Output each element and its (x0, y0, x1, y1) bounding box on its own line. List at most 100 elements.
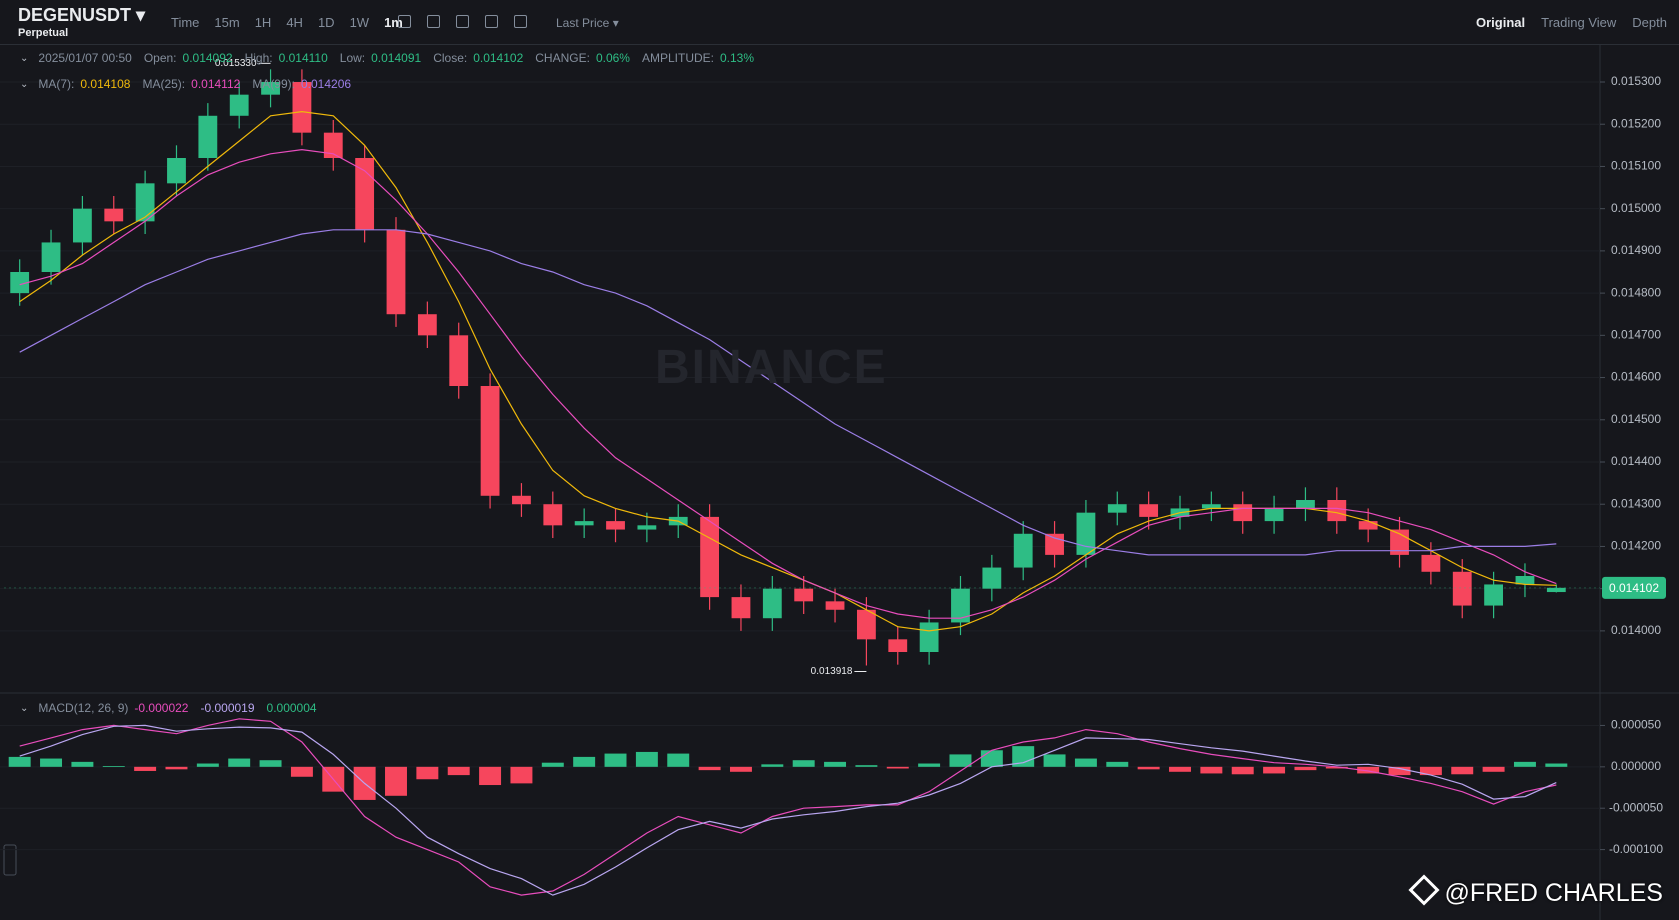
candle-body (1515, 576, 1535, 585)
indicator-line (19, 718, 1557, 896)
tool-icon[interactable] (427, 15, 440, 28)
histogram-bar (1200, 766, 1223, 774)
histogram-bar (824, 761, 847, 767)
candle-body (480, 386, 500, 496)
candle-body (1045, 533, 1064, 555)
histogram-bar (761, 764, 784, 767)
histogram-bar (416, 766, 439, 780)
candle-body (574, 521, 594, 526)
y-tick-label: 0.014600 (1611, 370, 1661, 384)
legend-value: -0.000022 (134, 701, 189, 715)
histogram-bar (949, 754, 972, 767)
candle-body (856, 609, 876, 640)
credit: @FRED CHARLES (1407, 874, 1663, 908)
macd-title: MACD(12, 26, 9) (38, 701, 129, 715)
candle-body (417, 314, 437, 336)
candle-body (355, 158, 375, 230)
view-tab[interactable]: Depth (1632, 15, 1667, 30)
histogram-bar (1137, 766, 1160, 770)
chevron[interactable]: ⌄ (20, 78, 29, 90)
legend-name: MA(99): (252, 77, 295, 91)
macd-legend: ⌄ MACD(12, 26, 9) -0.000022 -0.000019 0.00… (20, 701, 323, 715)
view-tab[interactable]: Trading View (1541, 15, 1617, 30)
price-type-text: Last Price (556, 16, 610, 30)
histogram-bar (698, 766, 721, 771)
tool-icon[interactable] (514, 15, 527, 28)
histogram-bar (980, 750, 1003, 767)
candle-body (951, 588, 970, 623)
info-label: Open: (143, 51, 177, 65)
symbol-text: DEGENUSDT (18, 5, 132, 25)
info-value: 0.06% (595, 51, 630, 65)
candle-body (1452, 571, 1472, 606)
y-tick-label: 0.000000 (1611, 759, 1661, 773)
candle-body (1296, 500, 1315, 509)
candle-body (606, 521, 625, 530)
legend-name: MA(7): (38, 77, 75, 91)
tool-icon[interactable] (485, 15, 498, 28)
interval-tab[interactable]: 15m (214, 15, 240, 30)
candle-body (10, 272, 30, 294)
histogram-bar (1513, 761, 1536, 767)
last-price-tag (1602, 576, 1666, 599)
legend-value: -0.000019 (200, 701, 255, 715)
candle-body (72, 208, 92, 243)
y-tick-label: 0.014200 (1611, 539, 1661, 553)
ma-legend: ⌄ MA(7): 0.014108 MA(25): 0.014112 MA(99): 0.… (20, 77, 357, 91)
annotation: 0.013918 (811, 666, 853, 677)
candle-body (794, 588, 814, 602)
chevron[interactable]: ⌄ (20, 52, 29, 64)
histogram-bar (8, 756, 31, 767)
tool-icon[interactable] (456, 15, 469, 28)
info-value: 0.014110 (278, 51, 328, 65)
symbol[interactable]: DEGENUSDT ▾ (18, 5, 146, 25)
top-bar (0, 0, 1679, 45)
candle-body (825, 601, 845, 610)
info-label: CHANGE: (535, 51, 590, 65)
histogram-bar (447, 766, 470, 776)
y-tick-label: 0.015300 (1611, 74, 1661, 88)
histogram-bar (667, 753, 690, 767)
histogram-bar (1388, 766, 1411, 776)
histogram-bar (541, 762, 564, 767)
info-label: AMPLITUDE: (641, 51, 714, 65)
candle-body (512, 495, 531, 505)
histogram-bar (71, 761, 94, 767)
histogram-bar (1294, 766, 1317, 771)
info-value: 0.13% (720, 51, 755, 65)
interval-tab[interactable]: Time (171, 15, 200, 30)
candle-body (198, 115, 218, 158)
candle-body (386, 229, 406, 315)
candle-body (731, 597, 751, 619)
interval-tab[interactable]: 1W (349, 15, 370, 30)
interval-tab[interactable]: 1D (317, 15, 335, 30)
histogram-bar (1043, 754, 1066, 767)
annotation: 0.015330 (215, 58, 257, 69)
candle-body (229, 94, 249, 116)
candle-body (104, 208, 124, 222)
indicator-line (19, 229, 1557, 556)
chevron[interactable]: ⌄ (20, 702, 29, 714)
candle-body (637, 525, 657, 530)
histogram-bar (886, 766, 909, 769)
price-type[interactable]: Last Price ▾ (556, 16, 619, 30)
candle-body (1264, 508, 1284, 522)
interval-tab[interactable]: 1H (254, 15, 272, 30)
logo (1407, 874, 1440, 906)
y-tick-label: 0.014500 (1611, 412, 1661, 426)
view-tab[interactable]: Original (1476, 15, 1526, 30)
histogram-bar (102, 766, 125, 767)
histogram-bar (228, 758, 251, 767)
histogram-bar (1231, 766, 1254, 775)
histogram-bar (479, 766, 502, 786)
histogram-bar (635, 751, 658, 767)
y-tick-label: 0.014400 (1611, 454, 1661, 468)
interval-tab[interactable]: 4H (286, 15, 303, 30)
collapse-handle[interactable] (3, 844, 17, 876)
tool-icon[interactable] (398, 15, 411, 28)
histogram-bar (1074, 758, 1097, 767)
y-tick-label: 0.014700 (1611, 328, 1661, 342)
y-tick-label: -0.000050 (1609, 800, 1663, 814)
histogram-bar (290, 766, 313, 777)
